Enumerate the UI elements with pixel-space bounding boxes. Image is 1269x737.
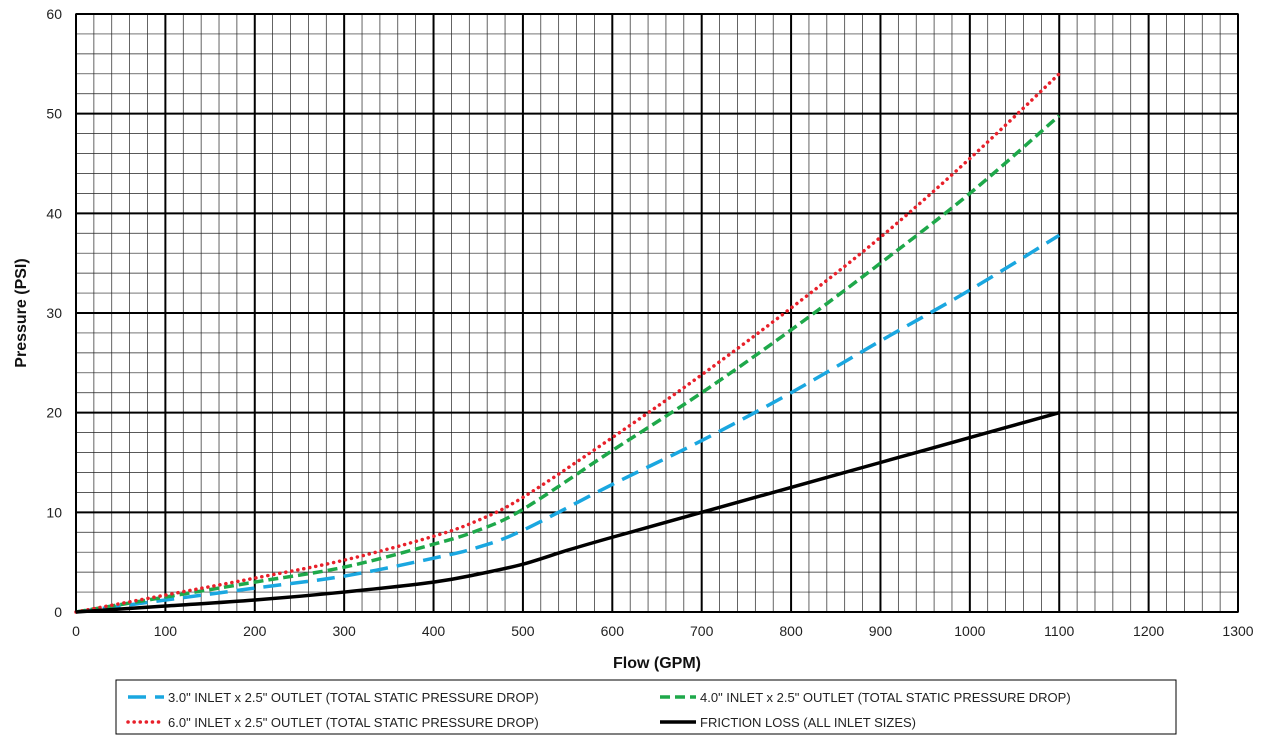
x-axis-title: Flow (GPM) [613, 655, 701, 672]
y-tick-label: 30 [46, 305, 62, 321]
y-tick-label: 20 [46, 405, 62, 421]
y-axis-title: Pressure (PSI) [13, 258, 30, 367]
legend-box [115, 679, 1177, 735]
x-tick-label: 1300 [1222, 623, 1253, 639]
x-tick-label: 900 [869, 623, 893, 639]
y-tick-label: 60 [46, 6, 62, 22]
major-grid [75, 13, 1239, 613]
x-tick-label: 1000 [954, 623, 985, 639]
y-tick-label: 10 [46, 504, 62, 520]
x-tick-label: 500 [511, 623, 535, 639]
legend-label-3: 6.0" INLET x 2.5" OUTLET (TOTAL STATIC P… [168, 715, 539, 730]
series-line-4 [75, 410, 1060, 614]
x-tick-label: 1100 [1044, 623, 1074, 639]
x-tick-label: 200 [243, 623, 267, 639]
series-lines [74, 72, 1061, 614]
x-tick-label: 600 [601, 623, 625, 639]
series-line-3 [74, 72, 1061, 614]
legend-label-2: 4.0" INLET x 2.5" OUTLET (TOTAL STATIC P… [700, 690, 1071, 705]
legend-label-1: 3.0" INLET x 2.5" OUTLET (TOTAL STATIC P… [168, 690, 539, 705]
y-tick-label: 0 [54, 604, 62, 620]
y-tick-label: 50 [46, 106, 62, 122]
x-tick-label: 700 [690, 623, 714, 639]
x-tick-label: 1200 [1133, 623, 1164, 639]
x-tick-label: 0 [72, 623, 80, 639]
plot-border [75, 13, 1239, 613]
series-line-1 [75, 233, 1061, 614]
x-tick-label: 400 [422, 623, 446, 639]
y-tick-label: 40 [46, 205, 62, 221]
series-line-2 [75, 114, 1061, 614]
legend: 3.0" INLET x 2.5" OUTLET (TOTAL STATIC P… [115, 679, 1177, 735]
legend-label-4: FRICTION LOSS (ALL INLET SIZES) [700, 715, 916, 730]
x-tick-label: 300 [332, 623, 356, 639]
x-tick-labels: 0 100 200 300 400 500 600 700 800 900 1000 1100 1200… [72, 623, 1254, 639]
y-tick-labels: 0 10 20 30 40 50 60 [46, 6, 62, 620]
x-tick-label: 800 [779, 623, 803, 639]
x-tick-label: 100 [154, 623, 178, 639]
